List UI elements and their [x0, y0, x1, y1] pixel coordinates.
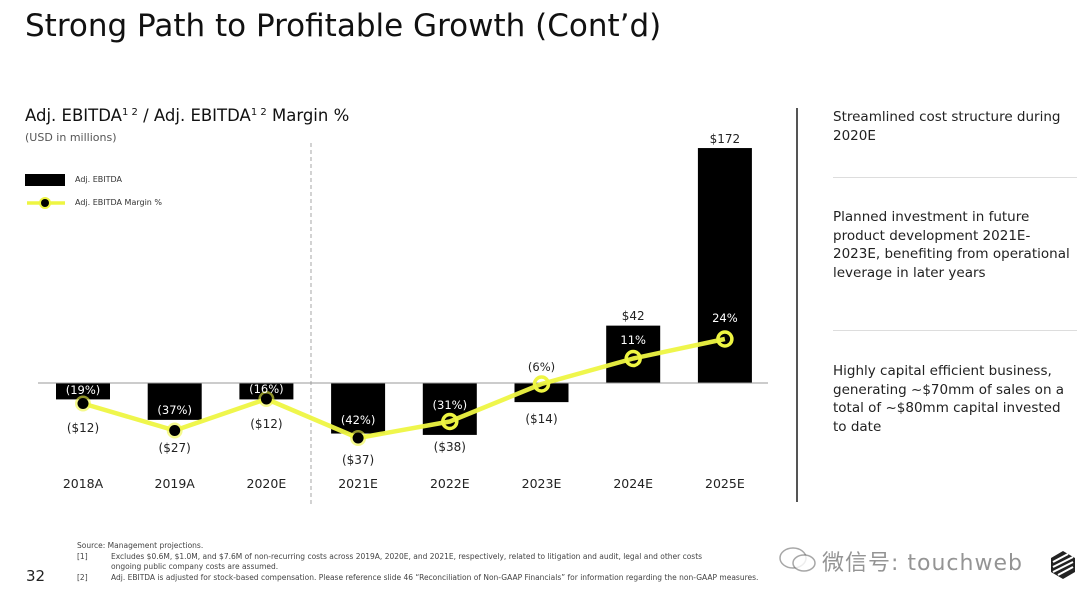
margin-marker-2018A: [77, 398, 89, 409]
margin-marker-2019A: [169, 425, 181, 436]
chart-subtitle: (USD in millions): [25, 131, 117, 144]
bar-value-label: ($12): [67, 421, 99, 435]
footnote-source: Source: Management projections.: [77, 541, 204, 550]
bar-value-label: ($37): [342, 453, 374, 467]
wechat-icon: [779, 547, 816, 572]
x-tick-label: 2021E: [338, 476, 378, 491]
footnote-text: ongoing public company costs are assumed…: [111, 562, 279, 571]
x-tick-label: 2025E: [705, 476, 745, 491]
footnote-text: Adj. EBITDA is adjusted for stock-based …: [111, 572, 759, 582]
x-tick-label: 2022E: [430, 476, 470, 491]
x-tick-label: 2023E: [522, 476, 562, 491]
x-tick-label: 2020E: [247, 476, 287, 491]
legend-label: Adj. EBITDA Margin %: [75, 198, 163, 207]
margin-value-label: (19%): [66, 383, 101, 397]
bar-value-label: ($27): [159, 441, 191, 455]
margin-marker-2020E: [260, 393, 272, 405]
footnote-number: [1]: [77, 551, 88, 561]
margin-value-label: 11%: [620, 333, 646, 347]
footnotes: Source: Management projections. [1] Exclu…: [77, 541, 758, 583]
footnote-1-cont: ongoing public company costs are assumed…: [77, 562, 758, 573]
bar-value-label: ($12): [250, 417, 282, 431]
company-logo-icon: [1051, 551, 1075, 579]
slide-title: Strong Path to Profitable Growth (Cont’d…: [25, 8, 662, 44]
side-note-3: Highly capital efficient business, gener…: [833, 363, 1065, 435]
margin-value-label: (37%): [157, 403, 192, 417]
footnote-ref: 1 2: [250, 107, 267, 118]
page-number: 32: [26, 567, 46, 585]
bar-2025E: [697, 148, 752, 383]
vertical-divider: [796, 108, 798, 502]
bar-value-label: ($14): [525, 412, 557, 426]
margin-value-label: (6%): [528, 360, 555, 374]
chart-title-part2: / Adj. EBITDA: [137, 106, 251, 125]
bar-2019A: [147, 383, 202, 420]
footnote-1: [1] Excludes $0.6M, $1.0M, and $7.6M of n…: [77, 552, 758, 563]
legend-label: Adj. EBITDA: [75, 175, 122, 184]
margin-value-label: (42%): [341, 413, 376, 427]
footnote-2: [2] Adj. EBITDA is adjusted for stock-bas…: [77, 573, 758, 584]
side-divider: [833, 330, 1077, 331]
side-note-1: Streamlined cost structure during 2020E: [833, 109, 1061, 144]
margin-line: [82, 336, 726, 441]
margin-marker-2022E: [441, 412, 459, 431]
legend-bar-swatch: [25, 174, 65, 186]
margin-marker-2025E: [716, 330, 734, 348]
bar-value-label: $172: [710, 132, 741, 146]
legend-line-marker-icon: [27, 197, 65, 209]
margin-marker-2021E: [352, 432, 364, 444]
chart-title-part3: Margin %: [266, 106, 350, 125]
side-divider: [833, 177, 1077, 178]
footnote-text: Excludes $0.6M, $1.0M, and $7.6M of non-…: [111, 551, 703, 561]
footnote-number: [2]: [77, 572, 88, 582]
bar-2021E: [331, 383, 386, 434]
chart-title-part1: Adj. EBITDA: [25, 106, 122, 125]
x-tick-label: 2019A: [155, 476, 196, 491]
margin-value-label: 24%: [712, 311, 738, 325]
side-note-2: Planned investment in future product dev…: [833, 209, 1070, 281]
watermark-text: 微信号: touchweb: [822, 551, 1023, 576]
bar-value-label: ($38): [434, 440, 466, 454]
bar-value-label: $42: [622, 309, 645, 323]
chart-title: Adj. EBITDA1 2 / Adj. EBITDA1 2 Margin %: [25, 106, 349, 125]
margin-marker-2024E: [624, 349, 642, 368]
x-tick-label: 2024E: [613, 476, 653, 491]
margin-marker-2023E: [532, 375, 551, 393]
x-tick-label: 2018A: [63, 476, 104, 491]
margin-value-label: (16%): [249, 382, 284, 396]
bar-2018A: [56, 383, 110, 400]
footnote-ref: 1 2: [121, 107, 138, 118]
margin-value-label: (31%): [433, 398, 468, 412]
